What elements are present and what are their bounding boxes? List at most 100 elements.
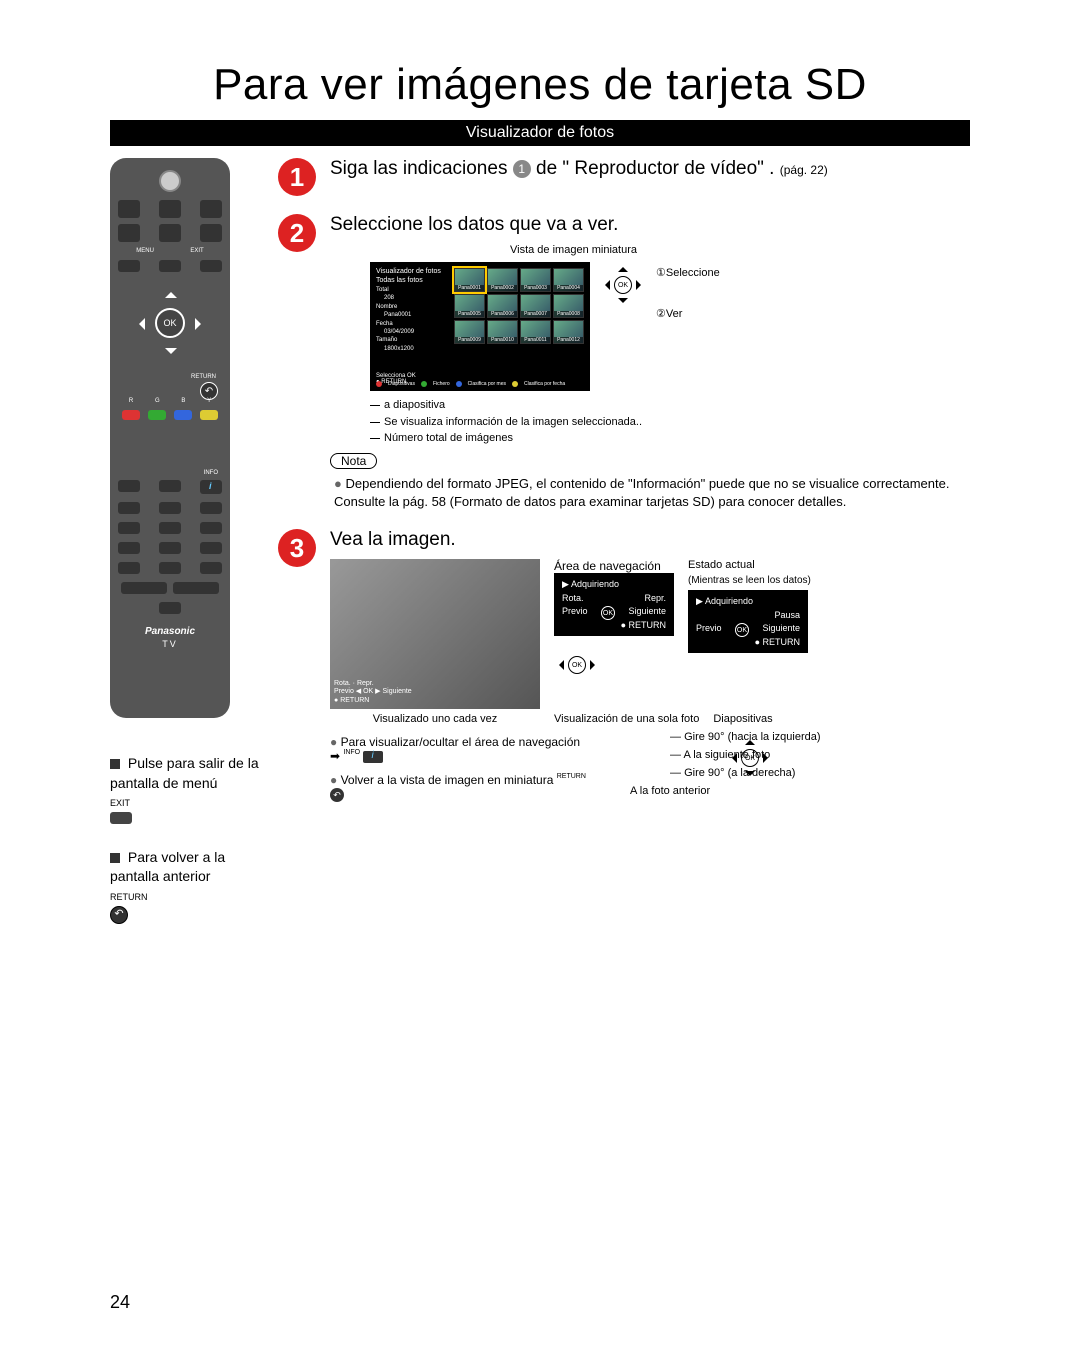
- color-label-b: B: [181, 398, 185, 404]
- exit-label: EXIT: [190, 248, 203, 254]
- nota-text: ● Dependiendo del formato JPEG, el conte…: [334, 475, 970, 511]
- back-note: Para volver a la pantalla anterior RETUR…: [110, 848, 260, 924]
- color-label-y: Y: [207, 398, 211, 404]
- thumb-item[interactable]: Pana0006: [487, 294, 518, 318]
- grid-btn[interactable]: [118, 522, 140, 534]
- thumb-item[interactable]: Pana0003: [520, 268, 551, 292]
- exit-mini-button[interactable]: [110, 812, 132, 824]
- grid-btn[interactable]: [118, 562, 140, 574]
- square-bullet-icon: [110, 853, 120, 863]
- nota-pill: Nota: [330, 453, 377, 469]
- nav-diagram: OK — Gire 90° (hacia la izquierda) — A l…: [610, 735, 890, 802]
- page-ref: (pág. 22): [780, 163, 828, 177]
- grid-btn[interactable]: [159, 522, 181, 534]
- photo-view: Rota. · Repr. Previo ◀ OK ▶ Siguiente ● …: [330, 559, 540, 709]
- grid-btn-last[interactable]: [159, 602, 181, 614]
- dpad-left-icon[interactable]: [133, 318, 145, 330]
- caption-each: Visualizado uno cada vez: [330, 713, 540, 725]
- dpad[interactable]: OK: [125, 278, 215, 368]
- step-3-badge: 3: [278, 529, 316, 567]
- screen-footer: Diapositivas Fichero Clasifica por mes C…: [376, 381, 584, 387]
- ok-button[interactable]: OK: [155, 308, 185, 338]
- thumb-item[interactable]: Pana0012: [553, 320, 584, 344]
- thumb-item[interactable]: Pana0008: [553, 294, 584, 318]
- exit-note: Pulse para salir de la pantalla de menú …: [110, 754, 260, 824]
- thumb-caption: Vista de imagen miniatura: [510, 244, 970, 256]
- step-2-heading: Seleccione los datos que va a ver.: [330, 214, 970, 236]
- green-button[interactable]: [148, 410, 166, 420]
- thumbnail-grid[interactable]: Pana0001 Pana0002 Pana0003 Pana0004 Pana…: [454, 268, 584, 344]
- remote-btn-row2-1[interactable]: [118, 224, 140, 242]
- navbox-slide: ▶ Adquiriendo Pausa PrevioOKSiguiente ● …: [688, 590, 808, 653]
- power-button[interactable]: [159, 170, 181, 192]
- info-label: INFO: [204, 470, 218, 476]
- step-1-heading: Siga las indicaciones 1 de " Reproductor…: [330, 158, 970, 180]
- yellow-button[interactable]: [200, 410, 218, 420]
- arrow-left-icon: [727, 753, 737, 763]
- dpad-up-icon[interactable]: [165, 286, 177, 298]
- section-bar: Visualizador de fotos: [110, 120, 970, 146]
- thumb-item[interactable]: Pana0004: [553, 268, 584, 292]
- nav-area-label: Área de navegación: [554, 559, 674, 573]
- grid-btn[interactable]: [159, 542, 181, 554]
- return-mini-label: RETURN: [110, 891, 260, 904]
- square-bullet-icon: [110, 759, 120, 769]
- blue-button[interactable]: [174, 410, 192, 420]
- page-number: 24: [110, 1292, 130, 1313]
- thumbnail-screen: Visualizador de fotos Todas las fotos To…: [370, 262, 590, 391]
- thumb-item[interactable]: Pana0001: [454, 268, 485, 292]
- dpad-down-icon[interactable]: [165, 348, 177, 360]
- remote-btn-row2-3[interactable]: [200, 224, 222, 242]
- grid-btn[interactable]: [159, 562, 181, 574]
- tv-label: TV: [118, 639, 222, 649]
- arrow-left-icon: [600, 280, 610, 290]
- grid-btn[interactable]: [118, 542, 140, 554]
- remote-btn-row2-2[interactable]: [159, 224, 181, 242]
- ok-center: OK: [741, 749, 759, 767]
- grid-btn-wide[interactable]: [121, 582, 167, 594]
- remote-control: MENU EXIT OK RETURN ↶ R: [110, 158, 230, 718]
- remote-btn-top-3[interactable]: [200, 200, 222, 218]
- remote-btn-g1-2[interactable]: [159, 480, 181, 492]
- grid-btn[interactable]: [200, 542, 222, 554]
- thumb-item[interactable]: Pana0007: [520, 294, 551, 318]
- step-3-heading: Vea la imagen.: [330, 529, 970, 551]
- annot-info: Se visualiza información de la imagen se…: [370, 414, 970, 431]
- red-button[interactable]: [122, 410, 140, 420]
- thumb-item[interactable]: Pana0011: [520, 320, 551, 344]
- exit-button[interactable]: [200, 260, 222, 272]
- thumb-item[interactable]: Pana0009: [454, 320, 485, 344]
- inline-step-ref-icon: 1: [513, 160, 531, 178]
- thumb-item[interactable]: Pana0002: [487, 268, 518, 292]
- grid-btn[interactable]: [200, 502, 222, 514]
- color-label-g: G: [155, 398, 160, 404]
- sel-label: Seleccione: [666, 267, 720, 279]
- remote-btn-top-1[interactable]: [118, 200, 140, 218]
- back-to-thumb: ● Volver a la vista de imagen en miniatu…: [330, 773, 590, 802]
- info-chip-icon[interactable]: [363, 751, 383, 763]
- remote-btn-mid[interactable]: [159, 260, 181, 272]
- arrow-up-icon: [745, 735, 755, 745]
- grid-btn[interactable]: [118, 502, 140, 514]
- thumb-item[interactable]: Pana0005: [454, 294, 485, 318]
- grid-btn[interactable]: [200, 522, 222, 534]
- grid-btn[interactable]: [159, 502, 181, 514]
- return-mini-button[interactable]: ↶: [110, 906, 128, 924]
- arrow-right-icon: [636, 280, 646, 290]
- thumb-item[interactable]: Pana0010: [487, 320, 518, 344]
- sel-num: ①: [656, 267, 666, 279]
- remote-btn-g1-1[interactable]: [118, 480, 140, 492]
- ok-pad-diagram: OK: [600, 262, 646, 308]
- grid-btn[interactable]: [200, 562, 222, 574]
- dpad-right-icon[interactable]: [195, 318, 207, 330]
- annot-total: Número total de imágenes: [370, 430, 970, 447]
- menu-button[interactable]: [118, 260, 140, 272]
- page-title: Para ver imágenes de tarjeta SD: [110, 60, 970, 110]
- remote-btn-top-2[interactable]: [159, 200, 181, 218]
- info-button[interactable]: [200, 480, 222, 494]
- return-label: RETURN: [118, 374, 216, 380]
- grid-btn-wide[interactable]: [173, 582, 219, 594]
- return-chip-icon[interactable]: ↶: [330, 788, 344, 802]
- photo-overlay: Rota. · Repr. Previo ◀ OK ▶ Siguiente ● …: [334, 680, 412, 705]
- navbox-single: ▶ Adquiriendo Rota.Repr. PrevioOKSiguien…: [554, 573, 674, 636]
